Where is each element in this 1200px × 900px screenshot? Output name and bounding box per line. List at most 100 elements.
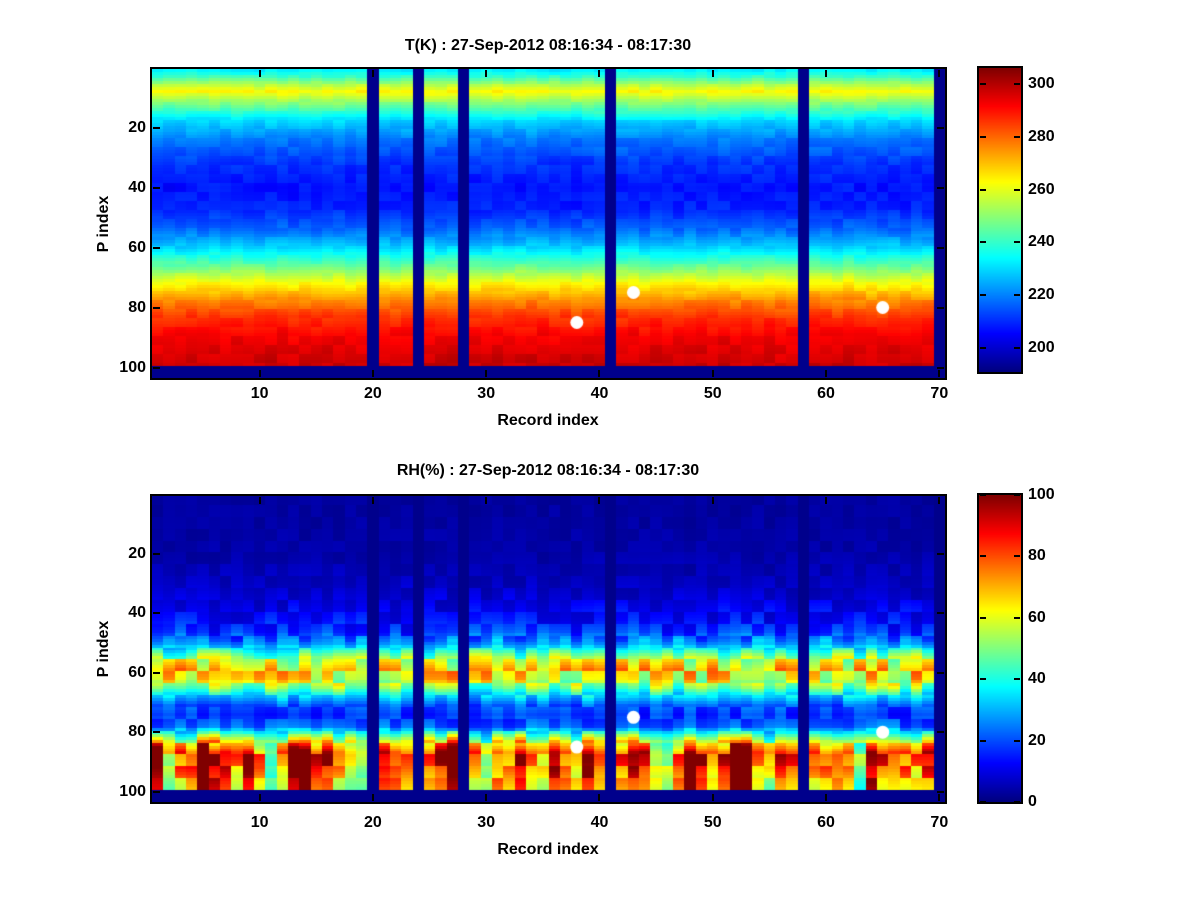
y-tick-mark-right xyxy=(937,306,944,309)
x-tick-label: 60 xyxy=(817,814,835,831)
colorbar-tick-mark-right xyxy=(1014,616,1020,619)
y-tick-label: 40 xyxy=(128,604,146,622)
y-tick-label: 20 xyxy=(128,118,146,136)
colorbar-tick-label: 220 xyxy=(1028,286,1055,304)
y-tick-mark-right xyxy=(937,126,944,129)
y-tick-mark-right xyxy=(937,731,944,734)
x-tick-label: 10 xyxy=(250,385,269,402)
colorbar-tick-mark xyxy=(980,555,986,558)
x-tick-label: 70 xyxy=(930,814,949,831)
x-tick-mark-top xyxy=(258,497,261,504)
colorbar-tick-mark xyxy=(980,347,986,350)
x-tick-label: 30 xyxy=(477,385,496,402)
humidity-plot-title: RH(%) : 27-Sep-2012 08:16:34 - 08:17:30 xyxy=(396,462,700,479)
colorbar-tick-mark xyxy=(980,801,986,803)
y-tick-mark xyxy=(153,366,160,369)
colorbar-tick-mark xyxy=(980,739,986,742)
x-tick-mark-top xyxy=(711,497,714,504)
x-tick-mark-top xyxy=(598,70,601,77)
temperature-heatmap-canvas xyxy=(152,69,945,378)
y-tick-mark-right xyxy=(937,612,944,615)
x-tick-mark-top xyxy=(258,70,261,77)
x-tick-label: 40 xyxy=(590,814,609,831)
x-tick-label: 60 xyxy=(817,385,835,402)
colorbar-tick-mark xyxy=(980,135,986,138)
y-tick-mark-right xyxy=(937,366,944,369)
x-tick-mark-top xyxy=(938,70,941,77)
x-tick-mark-top xyxy=(485,497,488,504)
x-tick-mark xyxy=(598,794,601,801)
colorbar-tick-mark-right xyxy=(1014,739,1020,742)
x-tick-label: 10 xyxy=(250,814,269,831)
colorbar-tick-mark-right xyxy=(1014,801,1020,803)
x-tick-mark xyxy=(825,794,828,801)
x-tick-mark xyxy=(711,794,714,801)
y-tick-mark xyxy=(153,790,160,793)
colorbar-tick-mark-right xyxy=(1014,241,1020,244)
colorbar-tick-label: 240 xyxy=(1028,233,1055,251)
x-tick-mark xyxy=(371,794,374,801)
y-tick-label: 40 xyxy=(128,178,146,196)
x-tick-mark-top xyxy=(485,70,488,77)
colorbar-tick-mark xyxy=(980,82,986,85)
colorbar-tick-mark-right xyxy=(1014,294,1020,297)
x-tick-mark xyxy=(711,370,714,377)
x-tick-label: 50 xyxy=(703,385,722,402)
x-tick-mark xyxy=(938,794,941,801)
x-tick-mark xyxy=(938,370,941,377)
x-tick-mark xyxy=(485,794,488,801)
y-tick-mark-right xyxy=(937,552,944,555)
y-tick-mark xyxy=(153,246,160,249)
y-tick-mark-right xyxy=(937,246,944,249)
x-tick-mark-top xyxy=(598,497,601,504)
colorbar-tick-label: 20 xyxy=(1028,731,1046,749)
y-tick-mark-right xyxy=(937,671,944,674)
humidity-heatmap-canvas xyxy=(152,496,945,802)
y-tick-mark xyxy=(153,126,160,129)
y-tick-label: 60 xyxy=(128,238,146,256)
x-tick-label: 70 xyxy=(930,385,949,402)
y-tick-mark xyxy=(153,552,160,555)
x-tick-label: 30 xyxy=(477,814,496,831)
x-tick-mark-top xyxy=(938,497,941,504)
colorbar-tick-mark-right xyxy=(1014,678,1020,681)
x-tick-label: 50 xyxy=(703,814,722,831)
y-tick-mark xyxy=(153,306,160,309)
colorbar-tick-label: 280 xyxy=(1028,127,1055,145)
colorbar-tick-mark-right xyxy=(1014,135,1020,138)
humidity-colorbar-canvas xyxy=(979,495,1021,802)
colorbar-tick-label: 40 xyxy=(1028,670,1046,688)
colorbar-tick-label: 60 xyxy=(1028,608,1046,626)
temperature-colorbar-canvas xyxy=(979,68,1021,372)
colorbar-tick-mark xyxy=(980,241,986,244)
y-tick-mark-right xyxy=(937,186,944,189)
colorbar-tick-mark xyxy=(980,494,986,496)
y-tick-mark-right xyxy=(937,790,944,793)
colorbar-tick-mark xyxy=(980,294,986,297)
colorbar-tick-mark-right xyxy=(1014,555,1020,558)
x-tick-mark-top xyxy=(825,497,828,504)
x-tick-mark-top xyxy=(371,70,374,77)
x-tick-mark-top xyxy=(711,70,714,77)
y-tick-mark xyxy=(153,671,160,674)
colorbar-tick-mark-right xyxy=(1014,188,1020,191)
colorbar-tick-mark-right xyxy=(1014,347,1020,350)
y-tick-label: 60 xyxy=(128,663,146,681)
y-tick-label: 80 xyxy=(128,298,146,316)
colorbar-tick-mark-right xyxy=(1014,82,1020,85)
colorbar-tick-label: 300 xyxy=(1028,74,1055,92)
colorbar-tick-mark xyxy=(980,616,986,619)
x-tick-mark-top xyxy=(825,70,828,77)
x-tick-label: 20 xyxy=(364,814,382,831)
colorbar-tick-mark-right xyxy=(1014,494,1020,496)
x-tick-label: 20 xyxy=(364,385,382,402)
y-tick-mark xyxy=(153,612,160,615)
y-tick-label: 100 xyxy=(119,782,146,800)
x-tick-mark xyxy=(258,794,261,801)
x-tick-label: 40 xyxy=(590,385,609,402)
y-tick-mark xyxy=(153,186,160,189)
colorbar-tick-label: 260 xyxy=(1028,180,1055,198)
colorbar-tick-mark xyxy=(980,678,986,681)
temperature-x-axis-label: Record index xyxy=(497,412,599,429)
